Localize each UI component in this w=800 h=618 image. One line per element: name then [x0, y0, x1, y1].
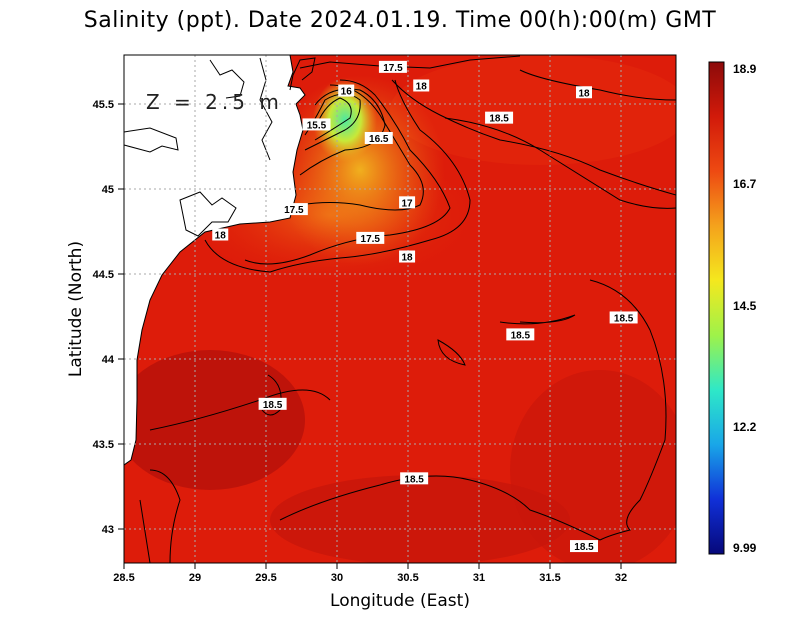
- contour-label-background: [338, 84, 355, 97]
- contour-label-background: [356, 231, 385, 244]
- contour-label-background: [413, 79, 430, 92]
- contour-label-value: 18.5: [263, 400, 283, 411]
- x-tick-labels: 28.5 29 29.5 30 30.5 31 31.5 32: [113, 572, 627, 584]
- colorbar-label: 16.7: [733, 177, 757, 191]
- contour-label-background: [378, 60, 407, 73]
- contour-label: 16: [338, 84, 355, 98]
- contour-label: 18: [576, 86, 592, 99]
- contour-label: 18.5: [258, 397, 287, 411]
- contour-label: 18.5: [506, 328, 535, 341]
- contour-label-value: 15.5: [307, 120, 327, 131]
- contour-label-background: [570, 540, 598, 553]
- contour-label: 18: [413, 79, 430, 92]
- x-tick-label: 29.5: [255, 572, 276, 584]
- y-tick-label: 44.5: [93, 269, 114, 281]
- contour-label: 17.5: [378, 60, 407, 74]
- contour-label-value: 18.5: [404, 474, 424, 485]
- colorbar-label: 9.99: [733, 541, 757, 555]
- contour-label-value: 18: [402, 253, 414, 264]
- contour-label-background: [485, 111, 514, 124]
- contour-label: 18: [212, 228, 229, 241]
- depth-label: Z = 2.5 m: [146, 90, 283, 114]
- contour-label-background: [279, 203, 308, 216]
- y-tick-labels: 45.5 45 44.5 44 43.5 43: [93, 99, 115, 536]
- y-tick-label: 43: [102, 524, 114, 536]
- y-tick-label: 43.5: [93, 439, 114, 451]
- contour-label-background: [576, 86, 592, 99]
- contour-label: 18: [399, 250, 416, 264]
- plot-frame: [123, 54, 677, 564]
- contour-label-value: 17.5: [361, 234, 381, 245]
- contour-label: 15.5: [302, 118, 331, 131]
- contour-label-value: 18.5: [614, 313, 634, 324]
- contour-labels: 17.5 18 18 18.5 16 15.5 16.5 17 17.5 18 17.5 18 18.5…: [212, 60, 638, 553]
- colorbar-label: 18.9: [733, 62, 757, 76]
- contour-label-background: [506, 328, 535, 341]
- colorbar-bar: [708, 61, 725, 555]
- contour-label-value: 18.5: [489, 114, 509, 125]
- tick-marks: [118, 103, 622, 569]
- contour-label: 18.5: [609, 311, 638, 324]
- contour-label-value: 16.5: [369, 134, 389, 145]
- contour-label: 17.5: [279, 203, 308, 216]
- x-tick-label: 31.5: [539, 572, 560, 584]
- contour-label-background: [212, 228, 229, 241]
- contour-label: 18.5: [400, 472, 429, 485]
- contour-label: 17: [399, 196, 416, 209]
- x-tick-label: 28.5: [113, 572, 134, 584]
- y-axis-title: Latitude (North): [66, 241, 86, 377]
- contour-label-background: [399, 250, 416, 263]
- contour-label: 17.5: [356, 231, 385, 245]
- x-tick-label: 30.5: [397, 572, 418, 584]
- contour-label-value: 17: [402, 198, 414, 209]
- x-tick-label: 30: [331, 572, 343, 584]
- contour-label: 18.5: [485, 111, 514, 125]
- contour-label-value: 18: [416, 81, 428, 92]
- contour-label-background: [364, 131, 393, 144]
- y-tick-label: 45.5: [93, 99, 114, 111]
- contour-label-value: 17.5: [383, 63, 403, 74]
- x-tick-label: 32: [615, 572, 627, 584]
- contour-label: 18.5: [570, 540, 598, 553]
- contour-label-value: 18.5: [574, 542, 594, 553]
- colorbar: 18.9 16.7 14.5 12.2 9.99: [708, 61, 757, 555]
- map-title: Salinity (ppt). Date 2024.01.19. Time 00…: [83, 8, 717, 33]
- contour-label-background: [399, 196, 416, 209]
- colorbar-label: 14.5: [733, 299, 757, 313]
- graticule: [124, 55, 676, 563]
- contour-label-background: [258, 397, 287, 410]
- contour-label-background: [609, 311, 638, 324]
- x-tick-label: 31: [473, 572, 485, 584]
- y-tick-label: 44: [102, 354, 115, 366]
- contour-label-value: 18.5: [511, 330, 531, 341]
- colorbar-label: 12.2: [733, 420, 757, 434]
- contour-label-background: [302, 118, 331, 131]
- contour-label-value: 18: [215, 230, 227, 241]
- contour-label-value: 17.5: [284, 205, 304, 216]
- contour-label-value: 18: [578, 88, 590, 99]
- contour-label-background: [400, 472, 429, 485]
- x-axis-title: Longitude (East): [330, 591, 470, 611]
- x-tick-label: 29: [189, 572, 201, 584]
- y-tick-label: 45: [102, 184, 114, 196]
- contour-label: 16.5: [364, 131, 393, 145]
- contour-label-value: 16: [341, 87, 353, 98]
